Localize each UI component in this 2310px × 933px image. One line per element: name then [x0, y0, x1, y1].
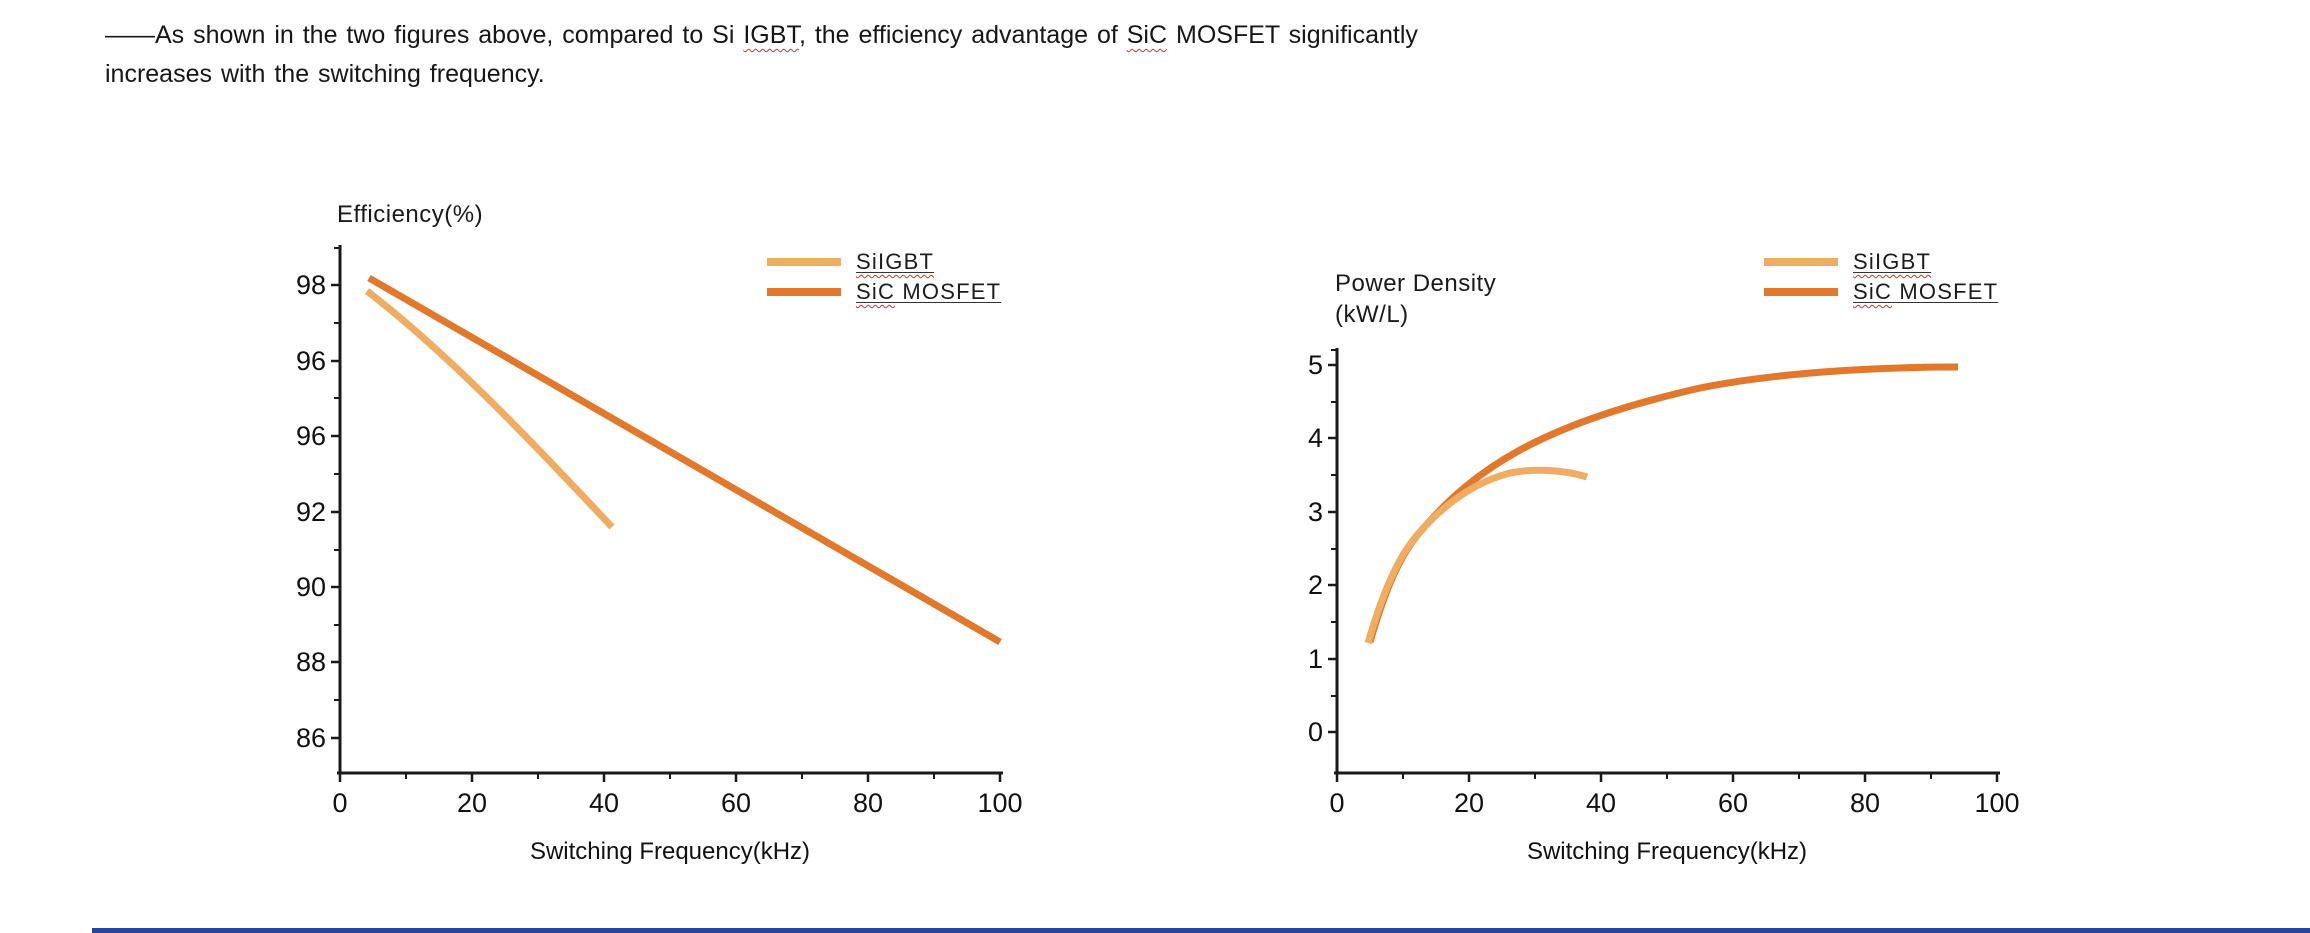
- x-tick-label: 40: [588, 788, 620, 818]
- right-sic-mosfet-curve: [1366, 363, 1959, 643]
- y-tick-label: 5: [1307, 350, 1323, 380]
- left-chart-axes: [337, 245, 1003, 775]
- right-legend-swatch-si-igbt: [1764, 258, 1838, 266]
- x-tick-label: 0: [332, 788, 348, 818]
- caption-line-2: increases with the switching frequency.: [105, 55, 1505, 94]
- x-tick-label: 20: [456, 788, 488, 818]
- left-chart-title: Efficiency(%): [337, 201, 484, 228]
- right-xaxis-title: Switching Frequency(kHz): [1526, 838, 1808, 865]
- y-tick-label: 90: [295, 572, 326, 602]
- y-tick-label: 92: [295, 497, 326, 527]
- x-tick-label: 0: [1329, 788, 1345, 818]
- y-tick-label: 98: [295, 270, 326, 300]
- y-tick-label: 1: [1307, 644, 1323, 674]
- right-legend-label-sic-mosfet: SiC MOSFET: [1853, 279, 1998, 305]
- x-tick-label: 100: [1974, 788, 2020, 818]
- right-x-minor-ticks: [1402, 773, 1932, 779]
- caption-text: ——As shown in the two figures above, com…: [105, 21, 744, 49]
- right-y-minor-ticks: [1331, 349, 1337, 697]
- left-legend-label-si-igbt: SiIGBT: [856, 249, 934, 275]
- left-legend-swatch-sic-mosfet: [767, 288, 841, 296]
- x-tick-label: 80: [852, 788, 884, 818]
- right-si-igbt-curve: [1364, 466, 1589, 644]
- y-tick-label: 3: [1307, 497, 1323, 527]
- left-legend-swatch-si-igbt: [767, 258, 841, 266]
- left-si-igbt-line: [364, 288, 615, 530]
- left-y-minor-ticks: [334, 247, 340, 701]
- right-chart-title-line2: (kW/L): [1335, 301, 1409, 328]
- caption-line-1: ——As shown in the two figures above, com…: [105, 16, 1505, 55]
- x-tick-label: 60: [1717, 788, 1749, 818]
- y-tick-label: 86: [295, 723, 326, 753]
- right-x-major-ticks: [1335, 773, 1999, 782]
- x-tick-label: 100: [977, 788, 1023, 818]
- y-tick-label: 0: [1307, 717, 1323, 747]
- legend-text: SiIGBT: [1853, 249, 1932, 274]
- caption-text: increases with the switching frequency.: [105, 60, 545, 88]
- right-legend-label-si-igbt: SiIGBT: [1853, 249, 1931, 275]
- left-xaxis-title: Switching Frequency(kHz): [529, 838, 811, 865]
- right-y-major-ticks: [1328, 363, 1337, 734]
- footer-bar: [92, 928, 2310, 933]
- legend-text: SiC: [856, 279, 896, 304]
- right-chart-axes: [1334, 348, 2000, 775]
- right-chart-title-line1: Power Density: [1335, 270, 1497, 297]
- x-tick-label: 60: [720, 788, 752, 818]
- caption-term-igbt: IGBT: [743, 21, 799, 49]
- x-tick-label: 80: [1849, 788, 1881, 818]
- y-tick-label: 2: [1307, 570, 1323, 600]
- legend-text: MOSFET: [1892, 279, 1999, 304]
- x-tick-label: 20: [1453, 788, 1485, 818]
- caption-term-sic: SiC: [1126, 21, 1168, 49]
- legend-text: SiC: [1853, 279, 1893, 304]
- left-x-major-ticks: [338, 773, 1002, 782]
- left-sic-mosfet-line: [367, 274, 1002, 646]
- y-tick-label: 96: [295, 346, 326, 376]
- legend-text: SiIGBT: [856, 249, 935, 274]
- caption-text: , the efficiency advantage of: [798, 21, 1127, 49]
- y-tick-label: 88: [295, 647, 326, 677]
- legend-text: MOSFET: [895, 279, 1002, 304]
- y-tick-label: 4: [1307, 423, 1323, 453]
- left-legend-label-sic-mosfet: SiC MOSFET: [856, 279, 1001, 305]
- left-x-minor-ticks: [405, 773, 935, 779]
- y-tick-label: 96: [295, 421, 326, 451]
- right-chart-title: Power Density (kW/L): [1335, 268, 1496, 330]
- caption-paragraph: ——As shown in the two figures above, com…: [105, 16, 1505, 94]
- caption-text: MOSFET significantly: [1167, 21, 1418, 49]
- left-y-major-ticks: [331, 283, 340, 740]
- x-tick-label: 40: [1585, 788, 1617, 818]
- right-legend-swatch-sic-mosfet: [1764, 288, 1838, 296]
